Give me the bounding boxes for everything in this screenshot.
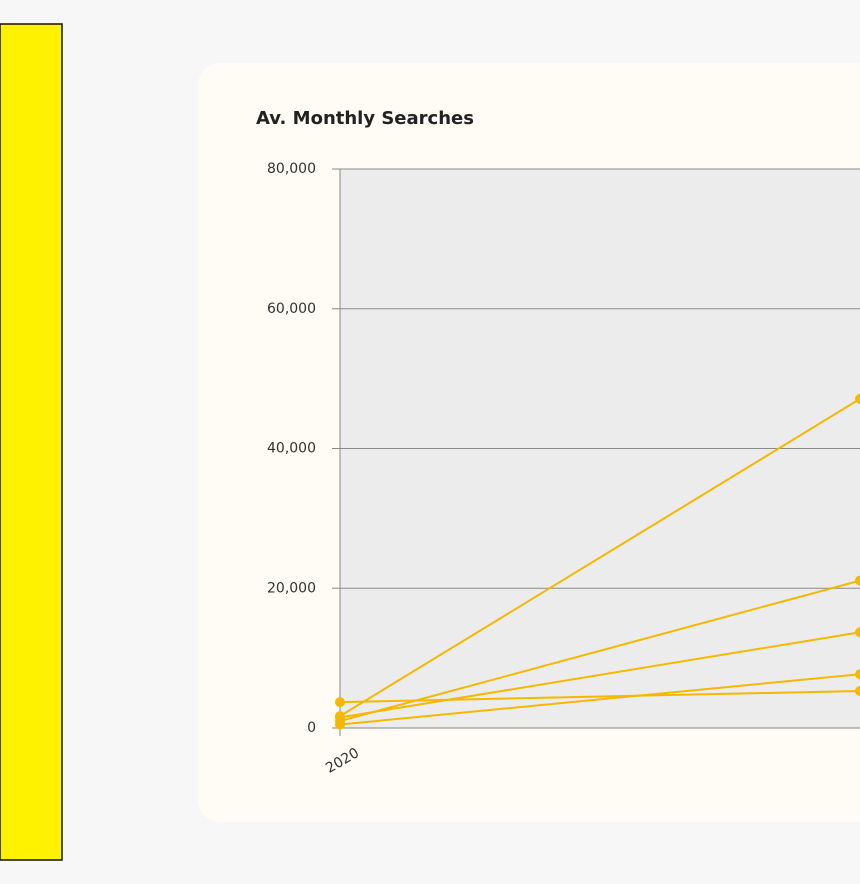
series-line bbox=[339, 398, 860, 717]
data-point bbox=[335, 697, 345, 708]
data-point bbox=[855, 627, 860, 638]
y-tick-label: 60,000 bbox=[267, 301, 316, 317]
y-tick-label: 20,000 bbox=[267, 580, 316, 596]
data-point bbox=[855, 393, 860, 404]
series-line bbox=[339, 673, 860, 726]
data-point bbox=[335, 719, 345, 730]
y-tick-label: 40,000 bbox=[267, 441, 316, 457]
data-point bbox=[335, 712, 345, 723]
data-point bbox=[855, 669, 860, 680]
data-point bbox=[855, 575, 860, 586]
series-line bbox=[339, 689, 860, 704]
side-panel bbox=[0, 23, 63, 861]
series-line bbox=[339, 579, 860, 722]
chart-title: Av. Monthly Searches bbox=[256, 108, 474, 129]
series-line bbox=[339, 631, 860, 719]
data-point bbox=[855, 685, 860, 696]
y-tick-label: 0 bbox=[307, 720, 316, 736]
y-tick-label: 80,000 bbox=[267, 161, 316, 177]
